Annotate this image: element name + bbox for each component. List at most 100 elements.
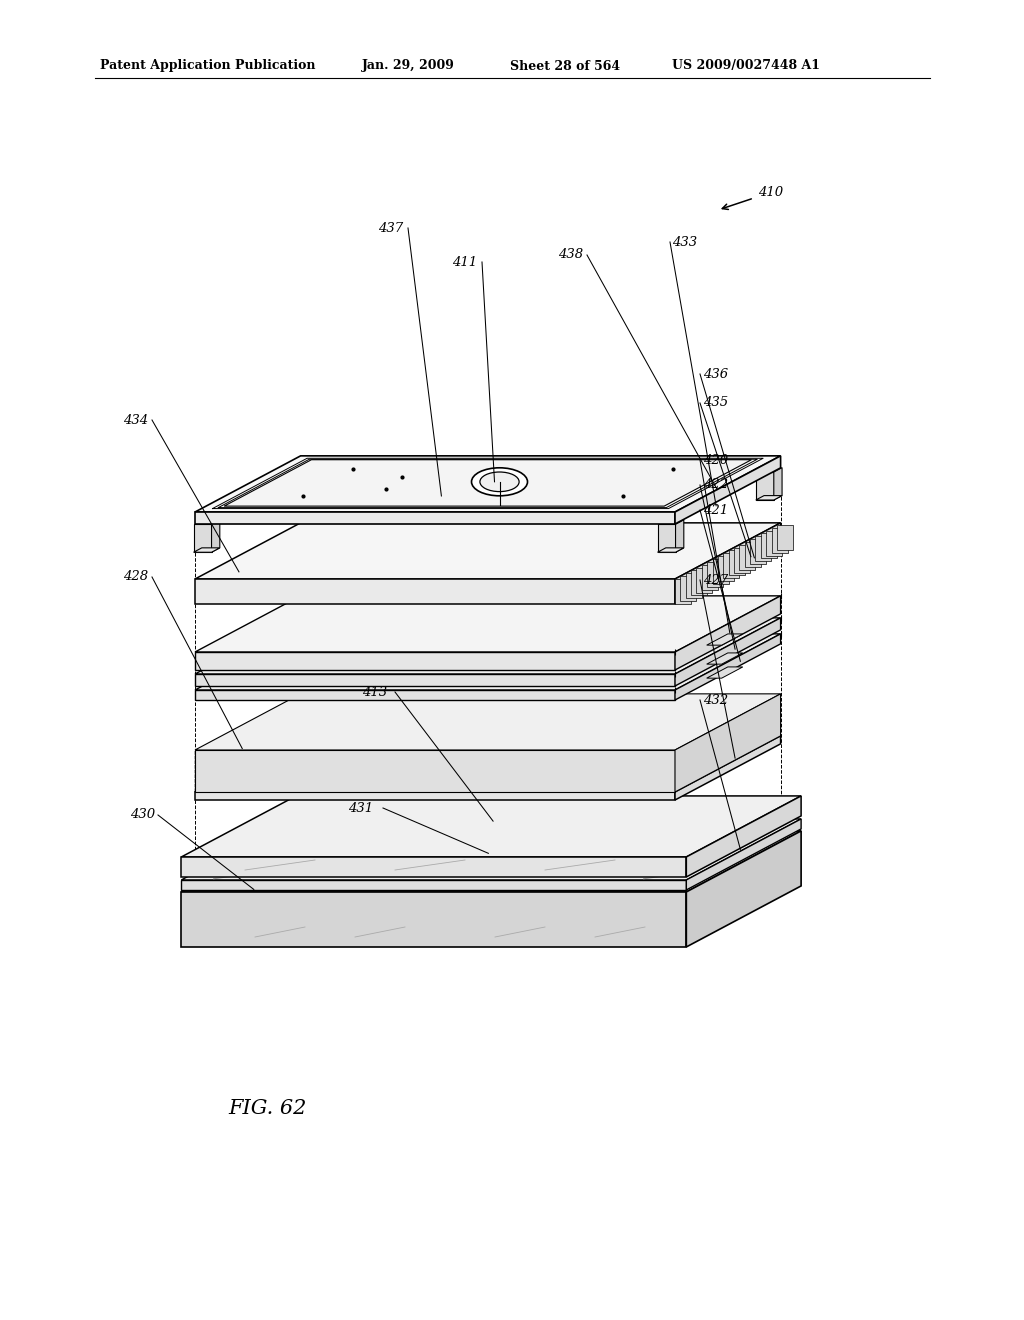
Text: 430: 430 (130, 808, 155, 821)
Polygon shape (707, 634, 742, 645)
Polygon shape (292, 495, 318, 500)
Polygon shape (756, 536, 771, 561)
Polygon shape (675, 735, 780, 800)
Polygon shape (195, 709, 301, 768)
Polygon shape (756, 495, 782, 500)
Polygon shape (657, 548, 684, 552)
Polygon shape (195, 675, 675, 686)
Polygon shape (696, 568, 713, 593)
Polygon shape (195, 690, 675, 700)
Polygon shape (691, 570, 708, 595)
Polygon shape (756, 473, 774, 500)
Polygon shape (761, 533, 777, 558)
Polygon shape (675, 618, 780, 686)
Polygon shape (181, 857, 686, 876)
Polygon shape (310, 467, 318, 500)
Polygon shape (181, 796, 801, 857)
Text: 420: 420 (703, 454, 728, 466)
Polygon shape (195, 727, 780, 784)
Polygon shape (195, 455, 780, 512)
Text: 437: 437 (378, 222, 403, 235)
Polygon shape (713, 560, 728, 583)
Polygon shape (675, 595, 780, 671)
Text: 422: 422 (703, 479, 728, 491)
Text: 435: 435 (703, 396, 728, 409)
Text: 421: 421 (703, 503, 728, 516)
Polygon shape (777, 525, 793, 550)
Polygon shape (739, 545, 756, 570)
Polygon shape (224, 459, 752, 506)
Polygon shape (723, 553, 739, 578)
Polygon shape (181, 818, 801, 880)
Polygon shape (195, 723, 301, 783)
Polygon shape (657, 524, 676, 552)
Text: 428: 428 (123, 570, 148, 583)
Polygon shape (195, 733, 780, 789)
Text: FIG. 62: FIG. 62 (228, 1098, 306, 1118)
Polygon shape (195, 579, 675, 605)
Polygon shape (771, 528, 787, 553)
Polygon shape (195, 512, 675, 524)
Polygon shape (707, 653, 742, 664)
Polygon shape (292, 473, 310, 500)
Polygon shape (195, 634, 780, 690)
Polygon shape (195, 750, 675, 792)
Polygon shape (686, 830, 801, 946)
Polygon shape (195, 696, 301, 755)
Polygon shape (195, 714, 780, 770)
Polygon shape (701, 565, 718, 590)
Text: Patent Application Publication: Patent Application Publication (100, 59, 315, 73)
Polygon shape (195, 723, 780, 779)
Polygon shape (195, 700, 301, 759)
Text: 434: 434 (123, 413, 148, 426)
Polygon shape (675, 579, 691, 605)
Polygon shape (195, 523, 780, 579)
Polygon shape (680, 576, 696, 601)
Polygon shape (718, 556, 734, 581)
Text: US 2009/0027448 A1: US 2009/0027448 A1 (672, 59, 820, 73)
Polygon shape (212, 520, 220, 552)
Text: Jan. 29, 2009: Jan. 29, 2009 (362, 59, 455, 73)
Polygon shape (774, 467, 782, 500)
Polygon shape (766, 531, 782, 556)
Polygon shape (734, 548, 750, 573)
Text: 433: 433 (672, 235, 697, 248)
Polygon shape (195, 733, 301, 792)
Polygon shape (195, 792, 675, 800)
Polygon shape (195, 714, 301, 774)
Polygon shape (744, 543, 761, 566)
Text: 431: 431 (348, 801, 373, 814)
Polygon shape (195, 595, 780, 652)
Polygon shape (195, 652, 675, 671)
Polygon shape (181, 830, 801, 892)
Polygon shape (181, 892, 686, 946)
Polygon shape (195, 727, 301, 787)
Polygon shape (195, 709, 780, 766)
Polygon shape (751, 539, 766, 564)
Text: 438: 438 (558, 248, 583, 261)
Polygon shape (195, 696, 780, 751)
Ellipse shape (471, 467, 527, 496)
Polygon shape (195, 705, 780, 760)
Polygon shape (708, 562, 723, 587)
Polygon shape (195, 718, 780, 775)
Text: 411: 411 (452, 256, 477, 268)
Polygon shape (729, 550, 744, 576)
Ellipse shape (480, 473, 519, 491)
Polygon shape (195, 735, 780, 792)
Polygon shape (195, 700, 780, 756)
Polygon shape (675, 455, 780, 524)
Polygon shape (195, 694, 780, 750)
Polygon shape (195, 618, 780, 675)
Text: 413: 413 (362, 685, 387, 698)
Polygon shape (675, 634, 780, 700)
Polygon shape (676, 520, 684, 552)
Text: 432: 432 (703, 693, 728, 706)
Polygon shape (675, 523, 780, 605)
Text: Sheet 28 of 564: Sheet 28 of 564 (510, 59, 621, 73)
Text: 410: 410 (758, 186, 783, 199)
Polygon shape (707, 667, 742, 678)
Polygon shape (181, 880, 686, 890)
Polygon shape (195, 718, 301, 777)
Polygon shape (686, 796, 801, 876)
